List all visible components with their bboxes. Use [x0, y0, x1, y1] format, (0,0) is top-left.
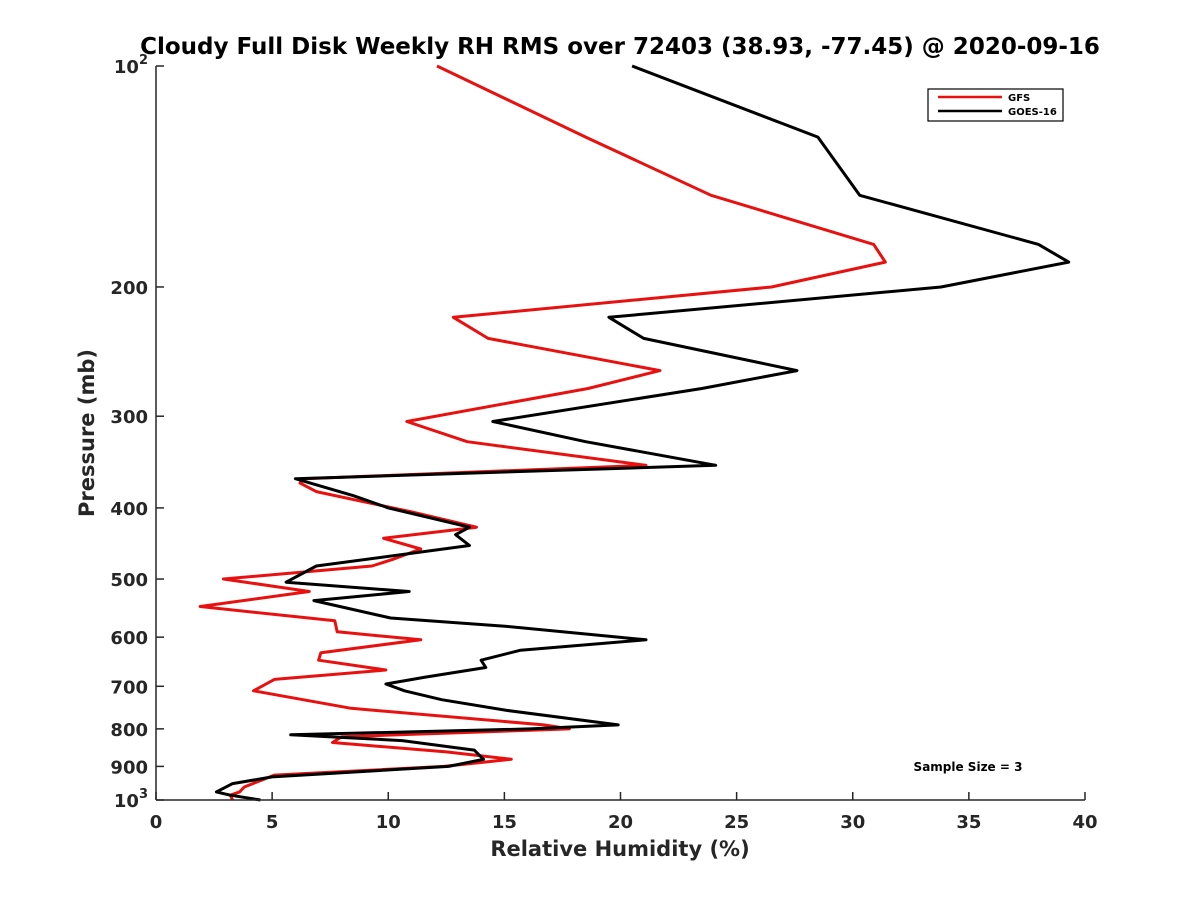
y-axis-label: Pressure (mb) — [75, 349, 99, 517]
sample-size-annotation: Sample Size = 3 — [914, 760, 1023, 774]
x-tick-label: 0 — [150, 812, 163, 833]
legend-box — [927, 88, 1064, 122]
y-tick-label: 700 — [110, 677, 148, 698]
x-tick-label: 15 — [492, 812, 517, 833]
y-tick-label: 600 — [110, 628, 148, 649]
y-ticks: 102 200 300 400 500 600 700 800 900 103 — [110, 53, 164, 812]
x-tick-label: 30 — [840, 812, 865, 833]
legend-label-gfs: GFS — [1008, 93, 1030, 104]
x-tick-label: 40 — [1072, 812, 1097, 833]
x-tick-label: 20 — [608, 812, 633, 833]
x-tick-label: 5 — [266, 812, 279, 833]
x-ticks: 0 5 10 15 20 25 30 35 40 — [150, 792, 1098, 833]
y-tick-label: 300 — [110, 407, 148, 428]
x-tick-label: 10 — [376, 812, 401, 833]
y-tick-label: 200 — [110, 278, 148, 299]
axes — [155, 66, 1085, 801]
series-line-gfs — [198, 64, 887, 801]
series-line-goes16 — [214, 64, 1071, 802]
y-tick-label: 102 — [114, 53, 148, 78]
y-tick-label: 103 — [114, 787, 148, 812]
x-tick-label: 35 — [956, 812, 981, 833]
y-tick-label: 400 — [110, 499, 148, 520]
legend-label-goes16: GOES-16 — [1008, 107, 1057, 118]
plot-lines — [198, 64, 1071, 802]
y-tick-label: 900 — [110, 757, 148, 778]
y-tick-label: 800 — [110, 720, 148, 741]
x-tick-label: 25 — [724, 812, 749, 833]
y-tick-label: 500 — [110, 570, 148, 591]
chart-title: Cloudy Full Disk Weekly RH RMS over 7240… — [140, 34, 1100, 60]
x-axis-label: Relative Humidity (%) — [490, 837, 749, 861]
legend: GFS GOES-16 — [927, 88, 1064, 122]
